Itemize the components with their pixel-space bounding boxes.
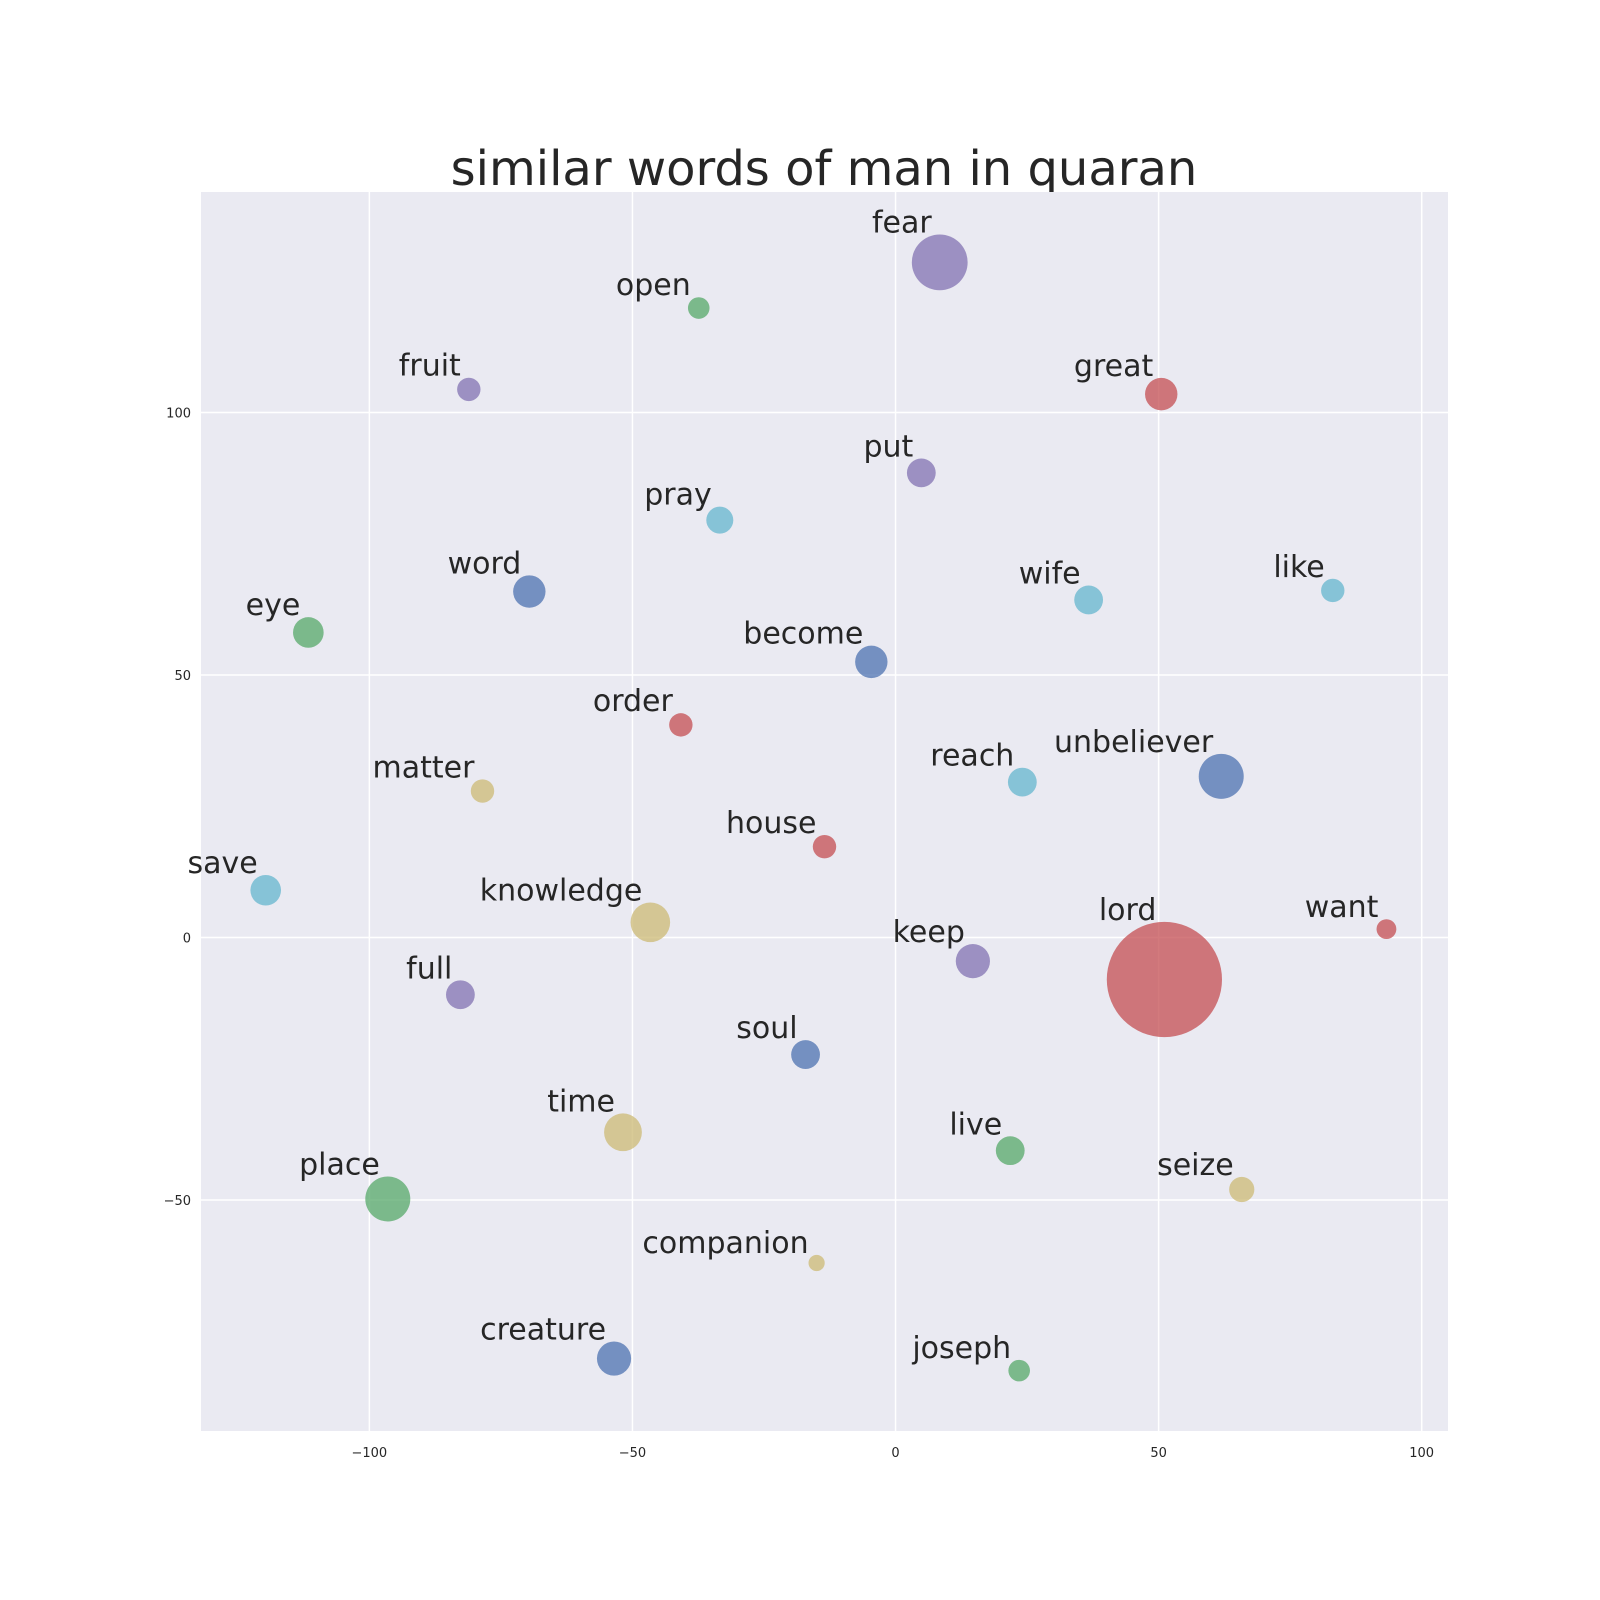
point-become [855,645,888,679]
y-tick-label: 100 [166,407,191,422]
point-label-great: great [1074,349,1154,384]
x-tick-label: −50 [619,1446,646,1461]
point-wife [1074,585,1104,615]
point-label-place: place [299,1147,380,1182]
point-label-matter: matter [373,750,476,785]
point-label-become: become [743,617,863,652]
point-matter [470,779,495,803]
point-put [906,458,936,488]
point-label-full: full [406,951,452,986]
point-companion [808,1254,825,1272]
point-label-open: open [616,268,691,303]
y-tick-label: 50 [174,669,191,684]
point-fear [911,234,968,291]
point-lord [1106,921,1222,1038]
y-tick-label: 0 [183,932,191,947]
point-label-like: like [1273,550,1324,585]
point-label-time: time [547,1084,615,1119]
point-label-word: word [448,546,522,581]
point-label-keep: keep [893,915,965,950]
point-label-save: save [187,846,257,881]
point-save [250,874,282,906]
point-order [669,713,693,737]
point-creature [596,1341,632,1376]
point-label-creature: creature [480,1312,606,1347]
point-label-reach: reach [930,739,1014,774]
point-label-knowledge: knowledge [480,873,643,908]
point-open [687,297,710,319]
point-label-fruit: fruit [399,349,461,384]
point-word [513,575,546,608]
point-great [1145,377,1178,411]
point-label-lord: lord [1099,893,1157,928]
point-live [995,1136,1025,1166]
point-unbeliever [1198,753,1244,799]
x-tick-label: 0 [891,1446,899,1461]
tick-layer: −100 −50 0 50 100 −50 0 50 100 [164,407,1435,1462]
point-label-seize: seize [1157,1148,1234,1183]
plot-area [201,192,1448,1431]
point-want [1376,919,1397,939]
point-like [1321,578,1345,603]
point-soul [791,1040,820,1069]
point-knowledge [630,902,671,943]
point-pray [706,506,734,534]
point-label-unbeliever: unbeliever [1054,725,1214,760]
point-place [365,1176,411,1222]
point-house [812,834,837,859]
x-tick-label: −100 [352,1446,388,1461]
label-layer: fear open fruit great put pray word wife like eye… [187,205,1378,1365]
chart-title: similar words of man in quaran [451,141,1198,197]
point-label-order: order [593,684,674,719]
point-label-pray: pray [644,478,712,513]
point-eye [293,617,324,648]
point-full [445,980,475,1010]
point-label-live: live [949,1107,1002,1142]
point-label-soul: soul [736,1011,797,1046]
point-reach [1007,767,1037,797]
point-fruit [457,377,481,402]
point-label-eye: eye [246,588,301,623]
point-label-fear: fear [872,205,932,240]
point-label-companion: companion [642,1226,808,1261]
point-seize [1229,1176,1255,1203]
point-label-want: want [1305,890,1379,925]
point-joseph [1008,1359,1030,1382]
point-label-put: put [863,429,913,464]
y-tick-label: −50 [164,1194,191,1209]
point-label-joseph: joseph [911,1331,1011,1366]
point-time [604,1113,642,1152]
point-label-wife: wife [1019,557,1081,592]
point-keep [955,944,990,979]
x-tick-label: 50 [1150,1446,1167,1461]
x-tick-label: 100 [1409,1446,1434,1461]
point-layer [250,234,1397,1382]
point-label-house: house [726,806,816,841]
